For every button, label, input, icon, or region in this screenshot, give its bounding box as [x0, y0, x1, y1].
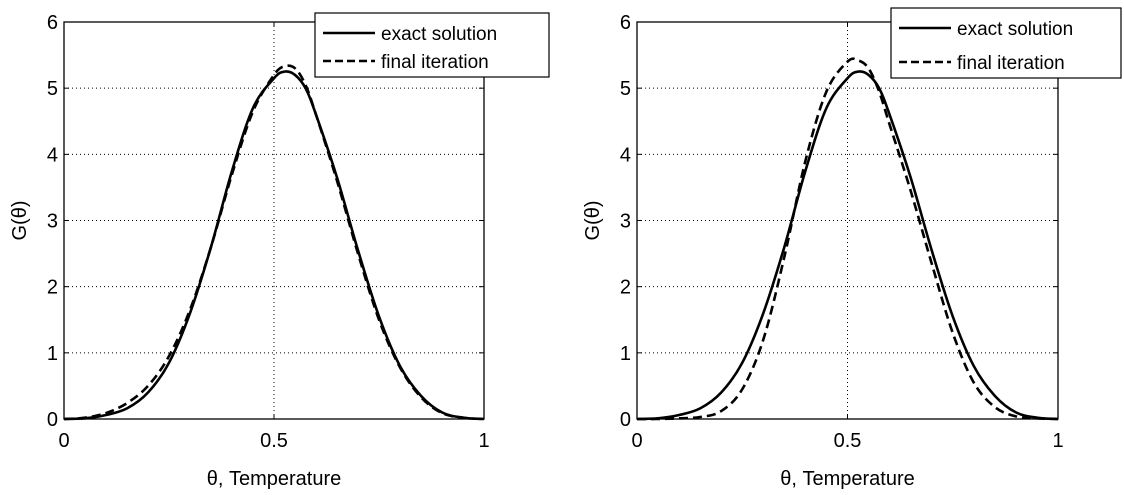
- y-axis-label: G(θ): [9, 201, 31, 241]
- y-tick-label: 4: [620, 144, 631, 166]
- y-tick-label: 1: [47, 343, 58, 365]
- x-axis-label: θ, Temperature: [780, 468, 915, 490]
- x-tick-label: 0.5: [834, 430, 862, 452]
- y-tick-label: 0: [620, 409, 631, 431]
- x-tick-label: 0.5: [260, 430, 288, 452]
- y-tick-label: 6: [620, 12, 631, 34]
- chart-left: 0 0.5 1 0 1 2 3 4 5 6 θ, Temperature G(θ) exact solu…: [9, 12, 550, 490]
- x-tick-label: 1: [1052, 430, 1063, 452]
- y-tick-label: 5: [47, 78, 58, 100]
- x-axis-label: θ, Temperature: [207, 468, 342, 490]
- y-tick-label: 6: [47, 12, 58, 34]
- plot-area: [637, 22, 1058, 419]
- y-tick-label: 3: [47, 211, 58, 233]
- y-tick-label: 5: [620, 78, 631, 100]
- y-axis-label: G(θ): [582, 201, 604, 241]
- y-tick-label: 0: [47, 409, 58, 431]
- plot-area: [64, 22, 484, 419]
- y-tick-label: 2: [620, 277, 631, 299]
- legend-box: [890, 7, 1122, 79]
- x-tick-label: 0: [58, 430, 69, 452]
- legend-label: final iteration: [381, 52, 489, 73]
- y-tick-label: 1: [620, 343, 631, 365]
- series-line-final-iteration: [63, 64, 485, 421]
- x-tick-label: 1: [478, 430, 489, 452]
- legend-box: [314, 12, 550, 78]
- y-tick-label: 3: [620, 211, 631, 233]
- chart-right: 0 0.5 1 0 1 2 3 4 5 6 θ, Temperature G(θ) exact solu…: [582, 7, 1122, 490]
- legend-label: exact solution: [957, 19, 1073, 40]
- series-line-exact-solution: [636, 70, 1059, 421]
- legend-label: exact solution: [381, 24, 497, 45]
- y-tick-label: 4: [47, 144, 58, 166]
- x-tick-label: 0: [631, 430, 642, 452]
- legend-label: final iteration: [957, 53, 1065, 74]
- y-tick-label: 2: [47, 277, 58, 299]
- series-line-exact-solution: [63, 70, 485, 421]
